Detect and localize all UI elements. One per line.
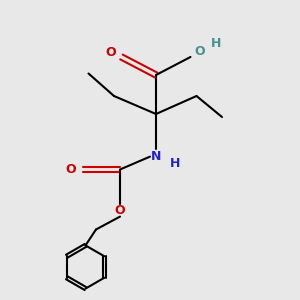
Text: O: O [194, 45, 205, 58]
Text: H: H [211, 37, 221, 50]
Text: O: O [106, 46, 116, 59]
Text: N: N [151, 150, 161, 163]
Text: O: O [65, 163, 76, 176]
Text: H: H [170, 157, 181, 170]
Text: O: O [115, 204, 125, 217]
